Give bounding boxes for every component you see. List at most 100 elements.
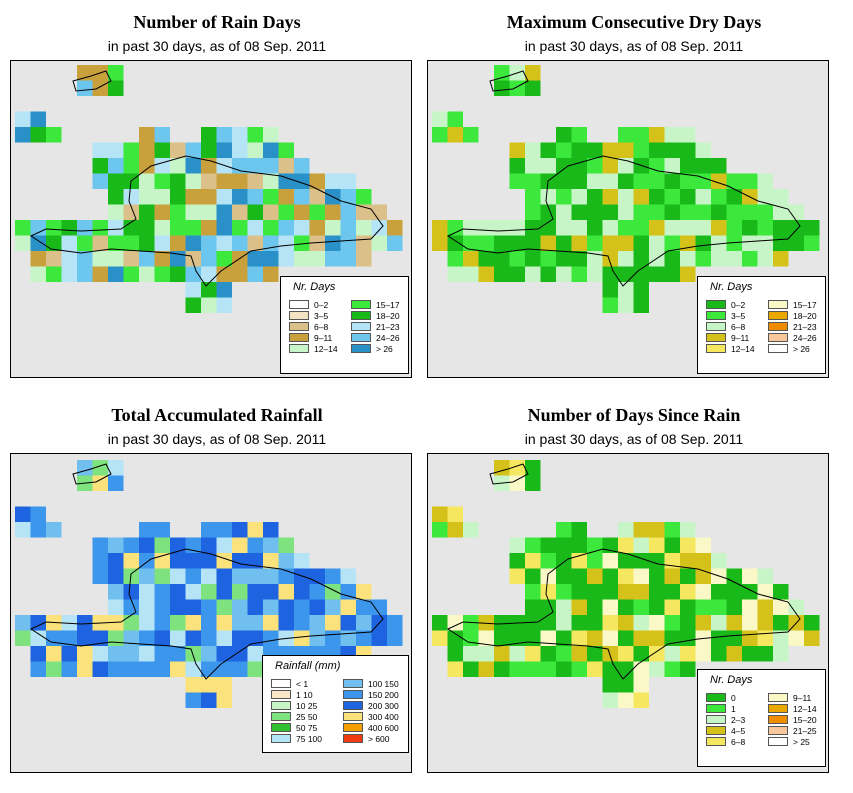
grid-cell <box>587 266 603 282</box>
legend-label: 6–8 <box>731 321 746 332</box>
legend-title: Nr. Days <box>710 674 753 686</box>
grid-cell <box>463 630 479 646</box>
grid-cell <box>556 266 572 282</box>
grid-cell <box>46 266 62 282</box>
grid-cell <box>263 537 279 553</box>
grid-cell <box>108 173 124 189</box>
grid-cell <box>92 630 108 646</box>
grid-cell <box>356 220 372 236</box>
grid-cell <box>61 646 77 662</box>
grid-cell <box>263 204 279 220</box>
grid-cell <box>509 142 525 158</box>
grid-cell <box>447 235 463 251</box>
grid-cell <box>664 251 680 267</box>
grid-cell <box>447 630 463 646</box>
grid-cell <box>540 584 556 600</box>
legend-swatch <box>706 300 726 309</box>
grid-cell <box>711 630 727 646</box>
grid-cell <box>664 584 680 600</box>
grid-cell <box>633 646 649 662</box>
grid-cell <box>509 173 525 189</box>
grid-cell <box>123 220 139 236</box>
grid-cell <box>108 80 124 96</box>
legend-item: 12–14 <box>768 703 817 714</box>
grid-cell <box>371 220 387 236</box>
grid-cell <box>201 553 217 569</box>
grid-cell <box>618 661 634 677</box>
grid-cell <box>463 127 479 143</box>
grid-cell <box>525 158 541 174</box>
legend-swatch <box>706 715 726 724</box>
grid-cell <box>139 127 155 143</box>
grid-cell <box>201 568 217 584</box>
legend-item: > 25 <box>768 736 810 747</box>
grid-cell <box>618 142 634 158</box>
grid-cell <box>695 204 711 220</box>
legend-item: 100 150 <box>343 678 399 689</box>
grid-cell <box>525 553 541 569</box>
grid-cell <box>602 584 618 600</box>
grid-cell <box>447 127 463 143</box>
grid-cell <box>232 220 248 236</box>
grid-cell <box>387 630 403 646</box>
grid-cell <box>726 189 742 205</box>
legend-item: 400 600 <box>343 722 399 733</box>
grid-cell <box>185 599 201 615</box>
legend-swatch <box>768 726 788 735</box>
grid-cell <box>340 599 356 615</box>
grid-cell <box>618 522 634 538</box>
days-since-rain-legend: Nr. Days 0 1 2–3 4–5 6–8 9–11 12–14 15–20 21–25 >… <box>697 669 826 767</box>
grid-cell <box>602 630 618 646</box>
grid-cell <box>525 235 541 251</box>
panel-title: Maximum Consecutive Dry Days <box>506 12 762 32</box>
grid-cell <box>695 599 711 615</box>
grid-cell <box>92 220 108 236</box>
grid-cell <box>494 646 510 662</box>
grid-cell <box>216 189 232 205</box>
grid-cell <box>30 111 46 127</box>
grid-cell <box>587 553 603 569</box>
grid-cell <box>587 204 603 220</box>
grid-cell <box>618 584 634 600</box>
grid-cell <box>139 158 155 174</box>
grid-cell <box>788 235 804 251</box>
grid-cell <box>571 158 587 174</box>
grid-cell <box>278 537 294 553</box>
grid-cell <box>618 630 634 646</box>
legend-swatch <box>351 311 371 320</box>
grid-cell <box>618 646 634 662</box>
grid-cell <box>571 584 587 600</box>
grid-cell <box>633 220 649 236</box>
legend-item: 3–5 <box>289 310 328 321</box>
grid-cell <box>92 266 108 282</box>
legend-swatch <box>768 715 788 724</box>
grid-cell <box>587 584 603 600</box>
grid-cell <box>309 599 325 615</box>
grid-cell <box>525 204 541 220</box>
grid-cell <box>108 584 124 600</box>
grid-cell <box>788 220 804 236</box>
island-outline <box>446 155 801 287</box>
grid-cell <box>201 692 217 708</box>
grid-cell <box>30 615 46 631</box>
grid-cell <box>92 142 108 158</box>
grid-cell <box>602 568 618 584</box>
grid-cell <box>618 599 634 615</box>
legend-swatch <box>351 344 371 353</box>
grid-cell <box>711 204 727 220</box>
grid-cell <box>695 584 711 600</box>
grid-cell <box>170 220 186 236</box>
grid-cell <box>695 158 711 174</box>
grid-cell <box>185 646 201 662</box>
grid-cell <box>30 235 46 251</box>
grid-cell <box>139 661 155 677</box>
legend-swatch <box>343 712 363 721</box>
grid-cell <box>216 220 232 236</box>
grid-cell <box>432 630 448 646</box>
grid-cell <box>263 220 279 236</box>
grid-cell <box>478 661 494 677</box>
grid-cell <box>680 220 696 236</box>
grid-cell <box>232 127 248 143</box>
grid-cell <box>201 630 217 646</box>
grid-cell <box>123 189 139 205</box>
